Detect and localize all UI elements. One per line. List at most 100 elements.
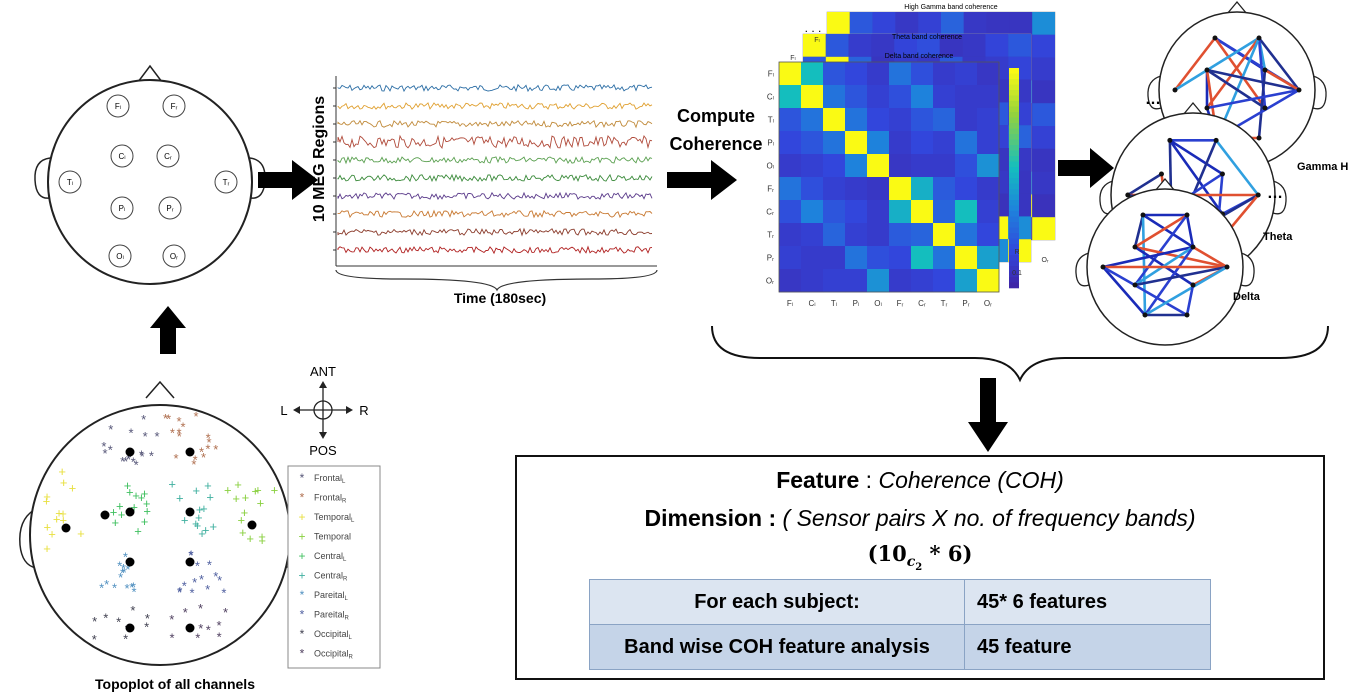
network-nose: [1226, 0, 1248, 15]
matrix-cell: [889, 246, 912, 270]
legend-marker: *: [300, 491, 305, 505]
col-label: Fₗ: [787, 299, 793, 308]
matrix-cell: [867, 246, 890, 270]
colorbar-segment: [1009, 189, 1019, 195]
topoplot: ***********************************+++++…: [19, 364, 381, 669]
matrix-cell: [845, 246, 868, 270]
network-node: [1140, 212, 1146, 218]
channel-marker: *: [149, 449, 154, 464]
matrix-cell: [845, 269, 868, 293]
matrix-cell: [911, 108, 934, 132]
network-node: [1167, 137, 1173, 143]
matrix-cell: [871, 34, 895, 57]
col-label: Oₗ: [874, 299, 882, 308]
channel-marker: *: [169, 612, 174, 627]
colorbar-segment: [1009, 84, 1019, 91]
matrix-cell: [889, 62, 912, 86]
region-label: Fᵣ: [171, 102, 178, 111]
colorbar-segment: [1009, 282, 1019, 289]
legend-label: PareitalL: [314, 590, 349, 602]
region-node: [108, 244, 132, 268]
channel-marker: *: [129, 580, 134, 595]
matrix-cell: [977, 200, 1000, 224]
matrix-cell: [872, 12, 896, 35]
row-label: Oᵣ: [766, 277, 774, 286]
colorbar-segment: [1009, 90, 1019, 96]
meg-trace: [337, 134, 653, 150]
network-edge: [1134, 245, 1228, 269]
matrix-cell: [779, 269, 802, 293]
meg-trace: [337, 209, 653, 219]
matrix-cell: [889, 177, 912, 201]
network-edge: [1185, 284, 1195, 316]
channel-marker: +: [204, 478, 212, 493]
network-ear: [1272, 180, 1287, 215]
matrix-cell: [845, 108, 868, 132]
channel-marker: +: [254, 482, 262, 497]
channel-marker: *: [205, 582, 210, 597]
channel-marker: +: [60, 513, 68, 528]
channel-marker: *: [92, 614, 97, 629]
channel-marker: +: [43, 493, 51, 508]
matrix-cell: [977, 131, 1000, 155]
channel-marker: *: [195, 558, 200, 573]
matrix-cell: [889, 131, 912, 155]
network-edge: [1185, 214, 1195, 248]
network-node: [1262, 105, 1268, 111]
reference-dot: [125, 557, 135, 567]
channel-marker: +: [198, 526, 206, 541]
compute-label-line1: Compute: [677, 106, 755, 126]
network-node: [1262, 67, 1268, 73]
matrix-cell: [889, 85, 912, 109]
network-node: [1255, 192, 1261, 198]
matrix-cell: [779, 246, 802, 270]
network-ear: [1099, 180, 1114, 215]
band-title: Delta band coherence: [885, 53, 954, 60]
head-outline: [47, 79, 253, 285]
matrix-cell: [801, 223, 824, 247]
matrix-cell: [911, 131, 934, 155]
matrix-cell: [1032, 148, 1055, 172]
region-label: Cᵣ: [164, 152, 172, 161]
channel-marker: +: [43, 489, 51, 504]
colorbar-segment: [1009, 95, 1019, 102]
table-row: Band wise COH feature analysis 45 featur…: [589, 624, 1211, 670]
col-label: Pₗ: [853, 299, 860, 308]
colorbar-segment: [1009, 101, 1019, 107]
channel-marker: +: [134, 524, 142, 539]
matrix-cell: [845, 177, 868, 201]
legend-label: CentralL: [314, 551, 347, 563]
col-label: Fᵣ: [897, 299, 904, 308]
matrix-cell: [889, 154, 912, 178]
network-node: [1296, 87, 1302, 93]
channel-marker: +: [192, 516, 200, 531]
ellipsis: …: [1145, 91, 1161, 108]
channel-marker: +: [271, 482, 279, 497]
compass-ant: ANT: [310, 364, 336, 379]
network-node: [1100, 264, 1106, 270]
matrix-cell: [1032, 103, 1055, 126]
row-label: Oₗ: [766, 162, 774, 171]
legend-label: Temporal: [314, 532, 351, 542]
channel-marker: +: [246, 531, 254, 546]
channel-marker: +: [48, 527, 56, 542]
channel-marker: *: [189, 586, 194, 601]
channel-marker: *: [101, 439, 106, 454]
matrix-cell: [955, 246, 978, 270]
channel-marker: *: [199, 445, 204, 460]
matrix-cell: [917, 34, 940, 57]
legend-marker: +: [298, 569, 305, 583]
matrix-cell: [955, 269, 978, 293]
matrix-cell: [867, 62, 890, 86]
channel-marker: +: [124, 478, 132, 493]
feature-value: Coherence (COH): [878, 467, 1064, 493]
colorbar-segment: [1009, 211, 1019, 217]
matrix-cell: [823, 246, 846, 270]
compass-right: R: [359, 403, 368, 418]
channel-marker: *: [125, 562, 130, 577]
network-edge: [1141, 214, 1147, 316]
matrix-cell: [955, 131, 978, 155]
dimension-formula: (10c2 * 6): [517, 541, 1323, 573]
colorbar-segment: [1009, 271, 1019, 278]
table-row: For each subject: 45* 6 features: [589, 579, 1211, 625]
